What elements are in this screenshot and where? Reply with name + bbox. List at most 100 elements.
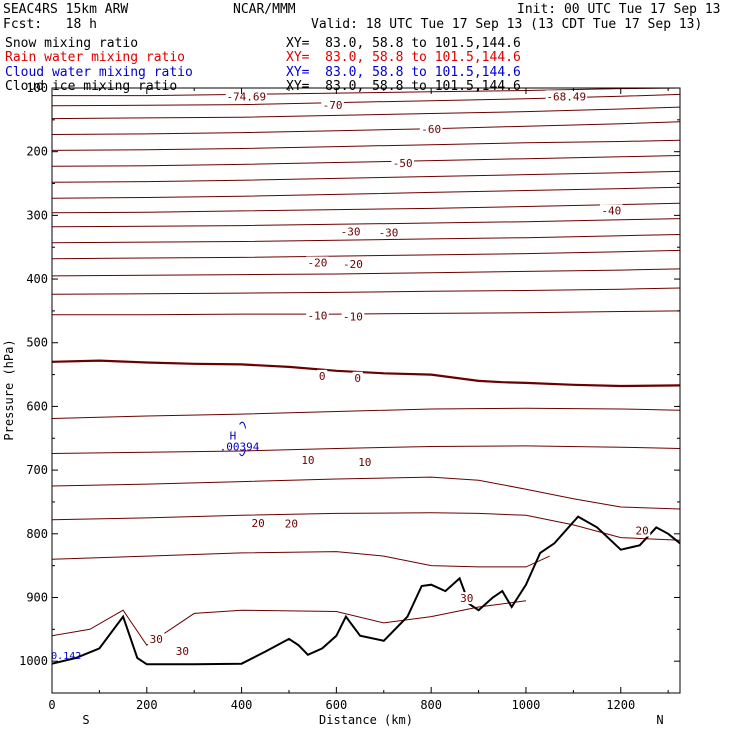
- y-tick-label: 400: [26, 272, 48, 286]
- field-xy-snow: XY= 83.0, 58.8 to 101.5,144.6: [286, 36, 521, 51]
- contour-label: 20: [635, 525, 648, 538]
- contour-label-bg: [299, 453, 317, 466]
- y-tick-label: 600: [26, 399, 48, 413]
- contour-label: -30: [379, 227, 399, 240]
- isotherm-line: [51, 170, 681, 183]
- field-xy-cloud-water: XY= 83.0, 58.8 to 101.5,144.6: [286, 65, 521, 80]
- contour-label: -10: [307, 309, 327, 322]
- contour-label-bg: [148, 632, 165, 645]
- cloud-max-value: .00394: [220, 440, 260, 453]
- contour-label: -50: [393, 157, 413, 170]
- init-time: Init: 00 UTC Tue 17 Sep 13: [517, 2, 721, 17]
- contour-label-bg: [545, 90, 587, 103]
- isotherm-line: [51, 512, 681, 541]
- isotherm-line: [51, 218, 681, 228]
- isotherm-line: [51, 106, 681, 120]
- contour-label-bg: [306, 309, 329, 322]
- isotherm-line: [51, 551, 550, 568]
- contour-label: -30: [341, 225, 361, 238]
- x-tick-label: 200: [136, 698, 158, 712]
- x-tick-label: 400: [231, 698, 253, 712]
- contour-label: 30: [150, 633, 163, 646]
- y-tick-label: 100: [26, 81, 48, 95]
- contour-label: 30: [460, 592, 473, 605]
- y-tick-label: 700: [26, 463, 48, 477]
- field-label-snow: Snow mixing ratio: [5, 36, 139, 51]
- contour-label-bg: [283, 517, 300, 530]
- contour-label: -40: [601, 204, 621, 217]
- contour-label-bg: [339, 225, 362, 238]
- isotherm-contours: [51, 87, 681, 646]
- contour-label: 20: [285, 518, 298, 531]
- cloud-max-marker: H: [230, 429, 237, 442]
- terrain-line: [51, 515, 681, 666]
- isotherm-line: [51, 600, 527, 646]
- y-tick-label: 500: [26, 336, 48, 350]
- plot-frame: [51, 87, 681, 694]
- contour-label: 10: [358, 456, 371, 469]
- field-xy-cloud-ice: XY= 83.0, 58.8 to 101.5,144.6: [286, 79, 521, 94]
- isotherm-line: [51, 287, 681, 295]
- y-tick-label: 200: [26, 145, 48, 159]
- x-tick-label: 0: [48, 698, 55, 712]
- terrain-value-label: 0.142: [51, 651, 81, 662]
- isotherm-line: [51, 234, 681, 244]
- cloud-contour-mark: [239, 421, 247, 429]
- x-axis-start-label: S: [82, 713, 89, 727]
- contour-label: 20: [252, 517, 265, 530]
- cloud-contour-mark: [239, 449, 247, 457]
- field-label-cloud-water: Cloud water mixing ratio: [5, 65, 193, 80]
- contour-label: -10: [343, 311, 363, 324]
- contour-label-bg: [419, 122, 443, 135]
- isotherm-line: [51, 139, 681, 151]
- isotherm-line: [51, 268, 681, 277]
- contour-label-bg: [317, 369, 328, 382]
- valid-time: Valid: 18 UTC Tue 17 Sep 13 (13 CDT Tue …: [311, 17, 703, 32]
- contour-label-bg: [341, 257, 365, 270]
- field-label-rain: Rain water mixing ratio: [5, 50, 186, 65]
- isotherm-line: [51, 186, 681, 199]
- field-xy-rain: XY= 83.0, 58.8 to 101.5,144.6: [286, 50, 521, 65]
- contour-label: 0: [354, 372, 361, 385]
- contour-label-bg: [377, 226, 400, 239]
- contour-label: -20: [343, 258, 363, 271]
- isotherm-line: [51, 407, 681, 419]
- isotherm-line: [51, 359, 681, 388]
- contour-label: 30: [176, 645, 189, 658]
- contour-label-bg: [352, 371, 363, 384]
- contour-label-bg: [458, 592, 475, 605]
- contour-label: -20: [307, 256, 327, 269]
- isotherm-line: [51, 249, 681, 260]
- isotherm-line: [51, 121, 681, 135]
- org-label: NCAR/MMM: [233, 2, 296, 17]
- isotherm-line: [51, 445, 681, 454]
- x-axis-label: Distance (km): [319, 713, 413, 727]
- contour-label-bg: [599, 204, 623, 217]
- x-tick-label: 1200: [606, 698, 635, 712]
- y-tick-label: 900: [26, 590, 48, 604]
- contour-label-bg: [321, 99, 344, 112]
- y-tick-label: 1000: [19, 654, 48, 668]
- isotherm-line: [51, 155, 681, 167]
- x-tick-label: 1000: [512, 698, 541, 712]
- y-tick-label: 800: [26, 527, 48, 541]
- contour-label-bg: [249, 516, 267, 529]
- contour-label-bg: [341, 310, 365, 323]
- x-tick-label: 800: [420, 698, 442, 712]
- y-axis-label: Pressure (hPa): [2, 339, 16, 440]
- contour-label-bg: [225, 90, 267, 103]
- contour-label: 10: [301, 454, 314, 467]
- field-label-cloud-ice: Cloud ice mixing ratio: [5, 79, 178, 94]
- y-tick-label: 300: [26, 208, 48, 222]
- forecast-hour: Fcst: 18 h: [3, 17, 97, 32]
- contour-label-bg: [356, 455, 374, 468]
- contour-label: 0: [319, 370, 326, 383]
- contour-label-bg: [391, 157, 415, 170]
- contour-label-bg: [633, 524, 651, 537]
- isotherm-line: [51, 93, 681, 107]
- x-tick-label: 600: [326, 698, 348, 712]
- model-title: SEAC4RS 15km ARW: [3, 2, 129, 17]
- isotherm-line: [51, 476, 681, 510]
